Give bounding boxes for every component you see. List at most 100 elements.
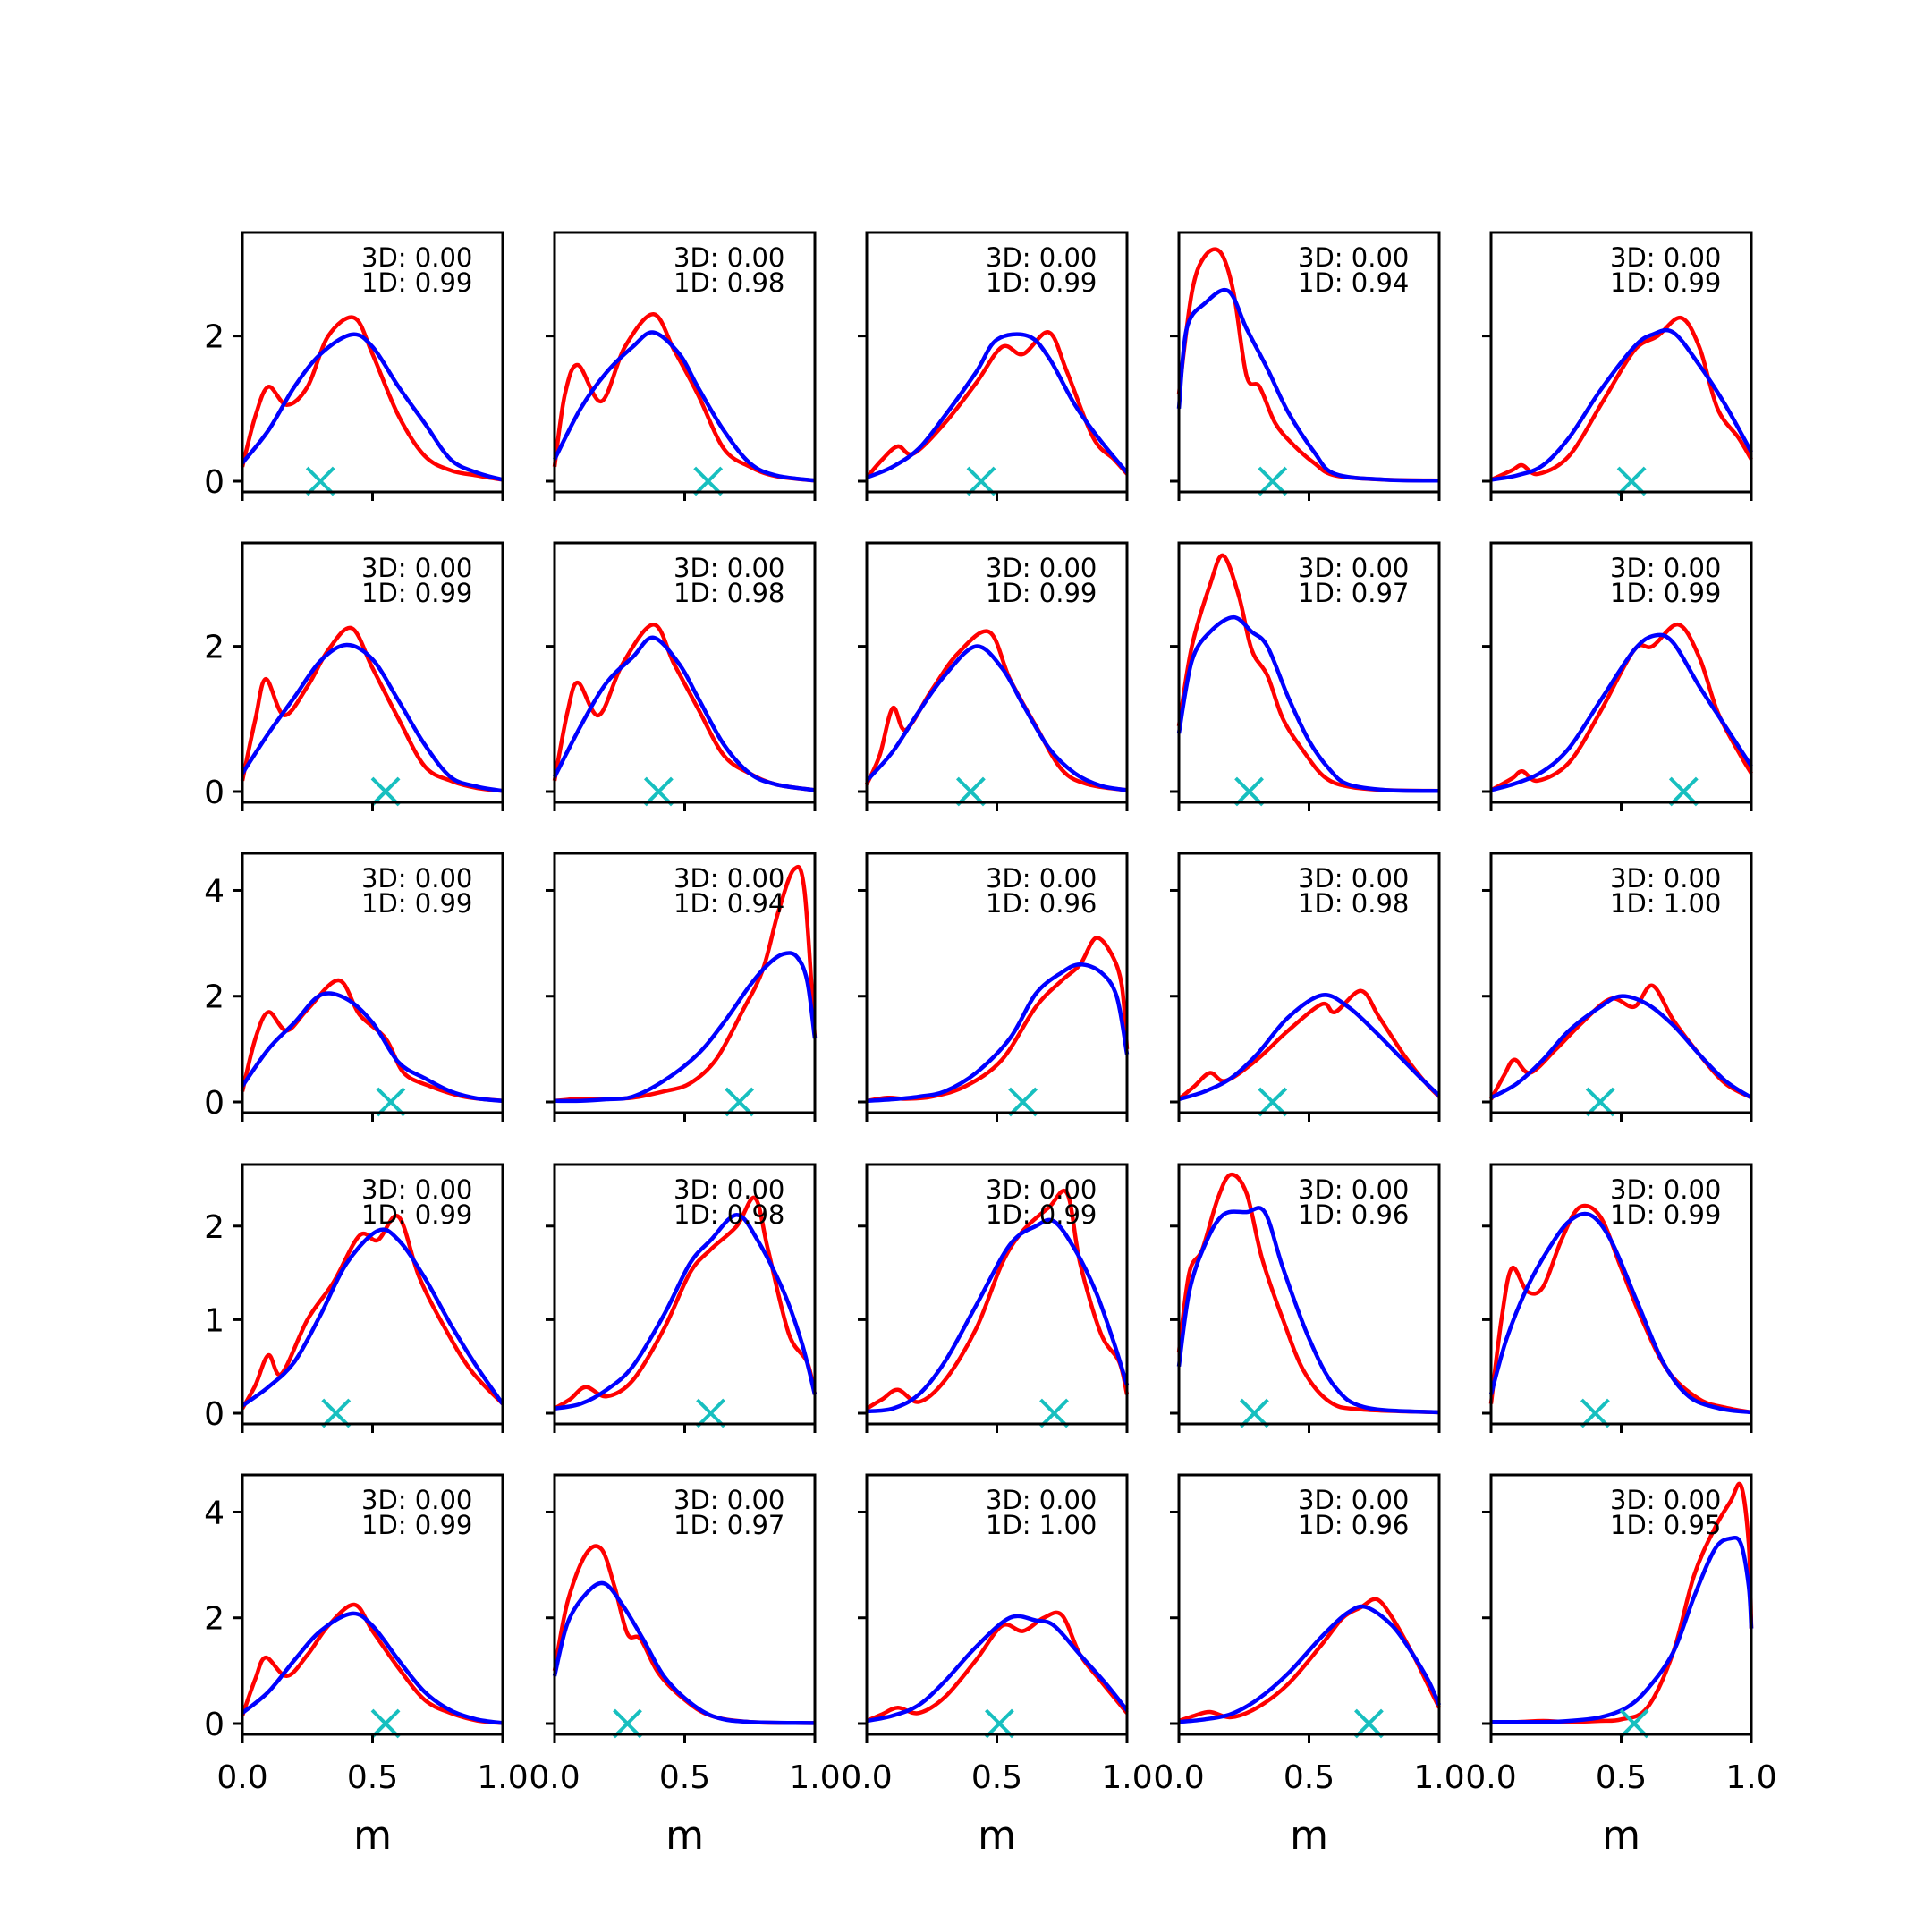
annotation-3d: 3D: 0.00 — [674, 553, 784, 583]
annotation-1d: 1D: 0.96 — [986, 888, 1097, 919]
x-tick-label: 1.0 — [1725, 1759, 1776, 1796]
x-marker — [613, 1708, 642, 1739]
blue-series-line — [553, 635, 816, 792]
y-tick-label: 2 — [204, 1209, 225, 1246]
x-marker — [1668, 776, 1699, 807]
annotation-3d: 3D: 0.00 — [1610, 242, 1721, 273]
annotation-3d: 3D: 0.00 — [674, 1174, 784, 1205]
y-tick-label: 2 — [204, 319, 225, 356]
annotation-1d: 1D: 0.98 — [1298, 888, 1409, 919]
red-series-line — [1176, 553, 1440, 793]
red-series-line — [553, 1195, 818, 1411]
blue-series-line — [1489, 994, 1753, 1100]
blue-series-line — [1176, 1206, 1440, 1415]
red-series-line — [866, 936, 1130, 1104]
x-marker — [376, 1087, 406, 1117]
blue-series-line — [1176, 287, 1440, 483]
blue-series-line — [1176, 614, 1440, 793]
annotation-3d: 3D: 0.00 — [1610, 1485, 1721, 1515]
red-series-line — [552, 312, 816, 483]
x-marker — [1580, 1398, 1610, 1428]
x-tick-label: 0.5 — [347, 1759, 398, 1796]
red-series-line — [1178, 1597, 1442, 1724]
red-series-line — [240, 978, 504, 1104]
blue-series-line — [866, 332, 1129, 479]
annotation-3d: 3D: 0.00 — [1298, 553, 1409, 583]
blue-series-line — [1178, 1604, 1442, 1724]
y-tick-label: 0 — [204, 1707, 225, 1743]
red-series-line — [865, 330, 1129, 479]
x-marker — [966, 466, 996, 496]
red-series-line — [241, 1214, 504, 1410]
y-tick-label: 2 — [204, 979, 225, 1016]
y-tick-label: 2 — [204, 1601, 225, 1638]
annotation-1d: 1D: 0.99 — [986, 267, 1097, 298]
annotation-3d: 3D: 0.00 — [1610, 553, 1721, 583]
x-marker — [1008, 1087, 1038, 1117]
y-tick-label: 1 — [204, 1302, 225, 1339]
blue-series-line — [866, 962, 1130, 1104]
y-tick-label: 4 — [204, 1495, 225, 1531]
x-marker — [1354, 1708, 1384, 1739]
blue-series-line — [1488, 1211, 1752, 1415]
x-marker — [643, 776, 674, 807]
annotation-1d: 1D: 0.98 — [674, 267, 784, 298]
annotation-1d: 1D: 0.97 — [1298, 578, 1409, 608]
annotation-1d: 1D: 0.99 — [361, 888, 472, 919]
blue-series-line — [1178, 993, 1441, 1102]
annotation-3d: 3D: 0.00 — [1298, 242, 1409, 273]
x-tick-label: 1.0 — [1413, 1759, 1464, 1796]
annotation-1d: 1D: 0.96 — [1298, 1199, 1409, 1230]
annotation-1d: 1D: 0.94 — [674, 888, 784, 919]
annotation-1d: 1D: 0.99 — [361, 1510, 472, 1540]
blue-series-line — [866, 1217, 1130, 1414]
x-marker — [955, 776, 986, 807]
annotation-1d: 1D: 1.00 — [1610, 888, 1721, 919]
x-marker — [1619, 1708, 1649, 1739]
blue-series-line — [554, 951, 818, 1104]
annotation-1d: 1D: 0.99 — [1610, 267, 1721, 298]
annotation-1d: 1D: 0.99 — [986, 578, 1097, 608]
annotation-3d: 3D: 0.00 — [1298, 863, 1409, 894]
blue-series-line — [1490, 632, 1753, 792]
x-axis-label: m — [665, 1813, 704, 1859]
annotation-1d: 1D: 0.99 — [1610, 1199, 1721, 1230]
annotation-3d: 3D: 0.00 — [1298, 1485, 1409, 1515]
annotation-3d: 3D: 0.00 — [674, 242, 784, 273]
blue-series-line — [554, 1212, 818, 1411]
annotation-3d: 3D: 0.00 — [361, 1485, 472, 1515]
y-tick-label: 2 — [204, 630, 225, 666]
blue-series-line — [552, 1580, 816, 1725]
annotation-3d: 3D: 0.00 — [1298, 1174, 1409, 1205]
annotation-1d: 1D: 0.99 — [361, 267, 472, 298]
x-tick-label: 0.0 — [1153, 1759, 1204, 1796]
x-marker — [1039, 1398, 1069, 1428]
x-marker — [696, 1398, 726, 1428]
x-tick-label: 0.0 — [841, 1759, 892, 1796]
red-series-line — [1490, 316, 1753, 482]
annotation-1d: 1D: 0.96 — [1298, 1510, 1409, 1540]
x-tick-label: 0.5 — [971, 1759, 1022, 1796]
x-marker — [370, 776, 401, 807]
blue-series-line — [1491, 1535, 1754, 1724]
red-series-line — [1489, 983, 1753, 1101]
red-series-line — [1488, 1203, 1752, 1415]
x-marker — [984, 1708, 1014, 1739]
annotation-3d: 3D: 0.00 — [986, 1174, 1097, 1205]
